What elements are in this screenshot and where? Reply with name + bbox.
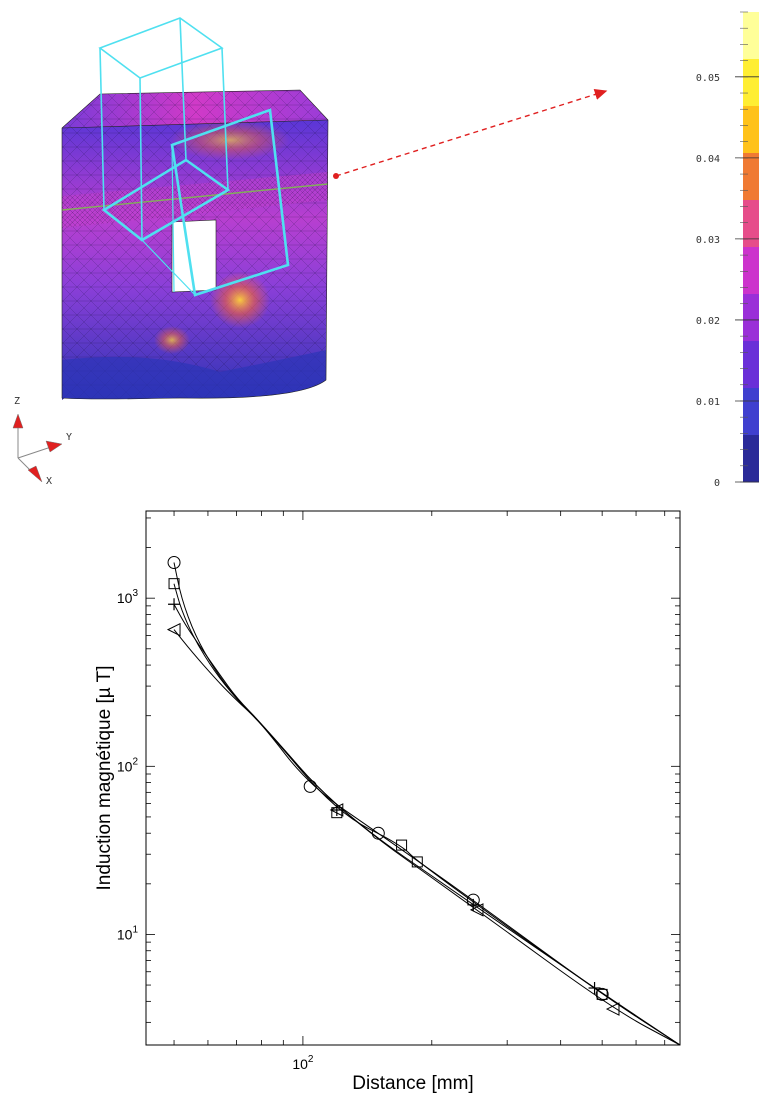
series-marker-triangle-left <box>166 622 181 637</box>
x-tick-label: 102 <box>292 1054 314 1072</box>
colorbar-tick-label: 0 <box>714 478 720 489</box>
axis-label-z: Z <box>14 396 20 407</box>
colorbar-tick-label: 0.02 <box>696 316 720 327</box>
series-group <box>166 556 681 1046</box>
axis-label-y: Y <box>66 432 72 443</box>
mesh-model <box>61 89 329 400</box>
colorbar-band <box>743 59 759 107</box>
series-marker-triangle-left <box>329 803 344 817</box>
series-marker-triangle-left <box>469 903 484 917</box>
colorbar-band <box>743 153 759 201</box>
series-line <box>173 583 681 1046</box>
colorbar-band <box>743 247 759 295</box>
colorbar-band <box>743 294 759 342</box>
series-marker-circle <box>167 556 181 570</box>
core-window <box>171 219 217 293</box>
colorbar-band <box>743 106 759 154</box>
pointer-arrow <box>333 89 608 179</box>
colorbar: 0 0.01 0.02 0.03 0.04 0.05 <box>696 11 759 489</box>
colorbar-tick-label: 0.03 <box>696 235 720 246</box>
colorbar-band <box>743 341 759 389</box>
coil-frame <box>98 17 290 297</box>
series-marker-triangle-left <box>605 1002 620 1016</box>
x-axis-label: Distance [mm] <box>352 1073 473 1094</box>
series-line <box>173 629 681 1046</box>
colorbar-tick-label: 0.01 <box>696 397 720 408</box>
series-marker-square <box>168 578 180 590</box>
y-tick-label: 102 <box>117 756 139 774</box>
colorbar-band <box>743 435 759 483</box>
colorbar-band <box>743 388 759 436</box>
y-tick-label: 103 <box>117 588 139 606</box>
tick-marks: 102 101 102 103 <box>117 511 680 1072</box>
hot-spot-upper <box>170 120 290 160</box>
series-marker-plus <box>168 598 181 611</box>
series-line <box>173 604 681 1046</box>
log-chart: 102 101 102 103 Distance [mm] Induction mag… <box>94 510 681 1094</box>
series-marker-plus <box>330 803 343 816</box>
colorbar-tick-label: 0.05 <box>696 73 720 84</box>
series-marker-plus <box>588 982 601 995</box>
colorbar-band <box>743 12 759 60</box>
colorbar-tick-label: 0.04 <box>696 154 720 165</box>
series-marker-square <box>396 839 408 851</box>
colorbar-band <box>743 200 759 248</box>
series-marker-circle <box>595 987 609 1001</box>
hot-spot-lower <box>154 326 190 354</box>
plot-frame <box>145 510 681 1046</box>
y-axis-label: Induction magnétique [µ T] <box>94 665 115 890</box>
series-line <box>173 562 681 1046</box>
axis-triad: Z Y X <box>12 396 72 487</box>
axis-label-x: X <box>46 476 52 487</box>
y-tick-label: 101 <box>117 924 139 942</box>
